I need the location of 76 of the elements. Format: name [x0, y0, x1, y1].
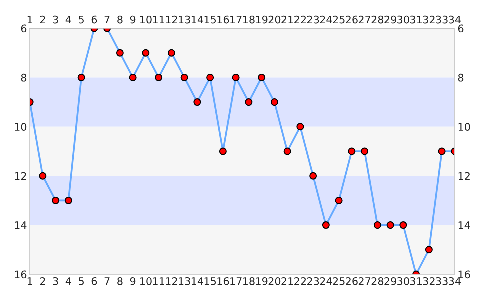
x-tick-label: 24	[320, 277, 332, 286]
x-tick-label: 26	[346, 277, 358, 286]
category-label: 34	[449, 16, 461, 24]
x-tick-label: 8	[118, 277, 123, 286]
category-label: 9	[130, 16, 136, 24]
y-tick-label: 10	[15, 123, 27, 132]
x-tick-label: 30	[398, 277, 410, 286]
x-tick-label: 1	[28, 278, 32, 286]
category-label: 6	[92, 16, 98, 24]
category-label: 14	[192, 16, 204, 24]
x-tick-label: 34	[449, 277, 461, 286]
x-tick-label: 27	[358, 277, 371, 286]
x-tick-label: 6	[92, 277, 98, 286]
category-label: 29	[384, 16, 396, 24]
y2-tick-label: 12	[458, 172, 470, 180]
x-tick-label: 22	[294, 277, 306, 286]
y2-tick-label: 8	[458, 74, 464, 82]
x-tick-label: 3	[53, 277, 58, 286]
category-label: 18	[243, 16, 255, 24]
y2-tick-label: 16	[458, 270, 470, 279]
x-tick-label: 13	[179, 277, 190, 286]
x-tick-label: 25	[333, 277, 345, 286]
y-tick-label: 8	[21, 74, 27, 82]
category-label: 28	[372, 16, 384, 24]
category-label: 17	[230, 16, 242, 24]
x-tick-label: 20	[268, 277, 281, 286]
x-tick-label: 7	[104, 278, 110, 286]
category-label: 26	[346, 16, 358, 24]
category-label: 7	[104, 16, 110, 24]
x-tick-label: 11	[153, 278, 164, 286]
x-tick-label: 18	[243, 277, 255, 286]
category-label: 19	[256, 16, 268, 24]
x-tick-label: 28	[372, 277, 384, 286]
x-tick-label: 16	[218, 277, 230, 286]
category-label: 25	[333, 16, 345, 24]
x-tick-label: 23	[307, 277, 320, 286]
y2-tick-label: 6	[458, 24, 464, 33]
y-tick-label: 16	[15, 270, 27, 279]
y-tick-label: 14	[15, 222, 27, 230]
category-label: 10	[140, 16, 152, 24]
x-tick-label: 31	[410, 277, 422, 286]
x-tick-label: 17	[230, 278, 242, 286]
category-label: 31	[410, 16, 422, 24]
category-label: 21	[282, 16, 294, 24]
x-tick-label: 33	[436, 277, 448, 286]
x-tick-label: 15	[204, 278, 216, 286]
category-label: 32	[423, 16, 435, 24]
category-label: 12	[166, 16, 178, 24]
category-label: 11	[153, 16, 164, 24]
category-label: 5	[79, 16, 84, 24]
x-tick-label: 14	[192, 278, 204, 286]
x-tick-label: 4	[66, 278, 72, 286]
category-label: 23	[307, 16, 320, 24]
x-tick-label: 32	[423, 277, 435, 286]
y2-tick-label: 10	[458, 123, 470, 132]
x-tick-label: 29	[384, 277, 396, 286]
x-tick-label: 21	[282, 277, 294, 286]
x-tick-label: 2	[40, 277, 46, 286]
category-label: 15	[204, 16, 216, 24]
category-label: 30	[398, 16, 410, 24]
category-label: 33	[436, 16, 448, 24]
category-label: 8	[118, 16, 123, 24]
y-tick-label: 6	[21, 24, 27, 33]
category-label: 27	[358, 16, 371, 24]
category-label: 22	[294, 16, 306, 24]
category-label: 24	[320, 16, 332, 24]
x-tick-label: 12	[166, 277, 178, 286]
x-tick-label: 5	[79, 278, 84, 286]
y2-tick-label: 14	[458, 222, 470, 230]
y-tick-label: 12	[15, 172, 26, 180]
x-tick-label: 9	[130, 277, 136, 286]
x-tick-label: 10	[140, 277, 152, 286]
category-label: 16	[218, 16, 230, 24]
x-tick-label: 19	[256, 277, 268, 286]
category-label: 20	[268, 16, 281, 24]
category-label: 13	[179, 16, 190, 24]
